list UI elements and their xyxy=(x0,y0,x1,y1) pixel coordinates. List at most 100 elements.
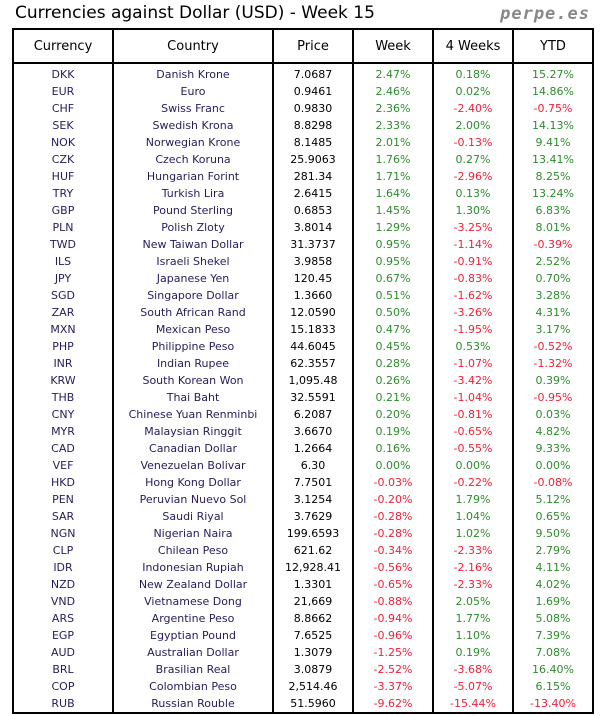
currency-code: NGN xyxy=(12,525,114,542)
table-row: SAR Saudi Riyal 3.7629 -0.28% 1.04% 0.65% xyxy=(12,508,594,525)
four-week-change: 0.53% xyxy=(432,338,514,355)
ytd-change: 3.17% xyxy=(512,321,594,338)
price: 32.5591 xyxy=(272,389,354,406)
ytd-change: 13.24% xyxy=(512,185,594,202)
price: 0.9461 xyxy=(272,83,354,100)
price: 3.7629 xyxy=(272,508,354,525)
price: 2.6415 xyxy=(272,185,354,202)
ytd-change: -13.40% xyxy=(512,695,594,713)
currency-code: JPY xyxy=(12,270,114,287)
four-week-change: -3.25% xyxy=(432,219,514,236)
week-change: 2.46% xyxy=(352,83,434,100)
table-row: JPY Japanese Yen 120.45 0.67% -0.83% 0.70% xyxy=(12,270,594,287)
country-name: Polish Zloty xyxy=(112,219,274,236)
price: 1.3079 xyxy=(272,644,354,661)
country-name: Thai Baht xyxy=(112,389,274,406)
four-week-change: 0.19% xyxy=(432,644,514,661)
ytd-change: 9.50% xyxy=(512,525,594,542)
week-change: 2.47% xyxy=(352,63,434,83)
four-week-change: -3.42% xyxy=(432,372,514,389)
currency-code: EGP xyxy=(12,627,114,644)
price: 120.45 xyxy=(272,270,354,287)
four-week-change: -0.65% xyxy=(432,423,514,440)
table-row: VND Vietnamese Dong 21,669 -0.88% 2.05% 1.69% xyxy=(12,593,594,610)
currency-code: THB xyxy=(12,389,114,406)
currency-code: IDR xyxy=(12,559,114,576)
week-change: 0.95% xyxy=(352,253,434,270)
four-week-change: 1.04% xyxy=(432,508,514,525)
price: 25.9063 xyxy=(272,151,354,168)
week-change: 2.01% xyxy=(352,134,434,151)
ytd-change: -1.32% xyxy=(512,355,594,372)
price: 12.0590 xyxy=(272,304,354,321)
week-change: -3.37% xyxy=(352,678,434,695)
currency-code: GBP xyxy=(12,202,114,219)
currency-code: HKD xyxy=(12,474,114,491)
price: 8.8298 xyxy=(272,117,354,134)
table-row: NOK Norwegian Krone 8.1485 2.01% -0.13% 9.41% xyxy=(12,134,594,151)
table-row: SGD Singapore Dollar 1.3660 0.51% -1.62% 3.28… xyxy=(12,287,594,304)
week-change: -0.28% xyxy=(352,508,434,525)
ytd-change: 6.15% xyxy=(512,678,594,695)
table-row: HKD Hong Kong Dollar 7.7501 -0.03% -0.22% -0.… xyxy=(12,474,594,491)
week-change: 1.29% xyxy=(352,219,434,236)
header-4weeks: 4 Weeks xyxy=(432,28,514,64)
country-name: Euro xyxy=(112,83,274,100)
table-row: INR Indian Rupee 62.3557 0.28% -1.07% -1.32% xyxy=(12,355,594,372)
currency-code: CNY xyxy=(12,406,114,423)
price: 1.3301 xyxy=(272,576,354,593)
country-name: Swedish Krona xyxy=(112,117,274,134)
price: 3.8014 xyxy=(272,219,354,236)
four-week-change: -5.07% xyxy=(432,678,514,695)
four-week-change: -2.40% xyxy=(432,100,514,117)
country-name: Vietnamese Dong xyxy=(112,593,274,610)
country-name: Venezuelan Bolivar xyxy=(112,457,274,474)
week-change: 1.64% xyxy=(352,185,434,202)
four-week-change: -0.55% xyxy=(432,440,514,457)
currency-table: Currency Country Price Week 4 Weeks YTD DKK Da… xyxy=(12,28,594,714)
table-body: DKK Danish Krone 7.0687 2.47% 0.18% 15.27% EUR… xyxy=(12,63,594,713)
currency-code: PLN xyxy=(12,219,114,236)
ytd-change: 0.70% xyxy=(512,270,594,287)
country-name: Pound Sterling xyxy=(112,202,274,219)
table-row: DKK Danish Krone 7.0687 2.47% 0.18% 15.27% xyxy=(12,63,594,83)
country-name: Chilean Peso xyxy=(112,542,274,559)
four-week-change: 0.02% xyxy=(432,83,514,100)
currency-code: ZAR xyxy=(12,304,114,321)
price: 8.1485 xyxy=(272,134,354,151)
four-week-change: 0.27% xyxy=(432,151,514,168)
table-row: ILS Israeli Shekel 3.9858 0.95% -0.91% 2.52% xyxy=(12,253,594,270)
brand-logo: perpe.es xyxy=(500,4,590,24)
price: 8.8662 xyxy=(272,610,354,627)
ytd-change: 4.11% xyxy=(512,559,594,576)
ytd-change: 0.03% xyxy=(512,406,594,423)
currency-code: NOK xyxy=(12,134,114,151)
price: 0.6853 xyxy=(272,202,354,219)
country-name: Mexican Peso xyxy=(112,321,274,338)
country-name: Canadian Dollar xyxy=(112,440,274,457)
country-name: Indonesian Rupiah xyxy=(112,559,274,576)
currency-code: PHP xyxy=(12,338,114,355)
country-name: South African Rand xyxy=(112,304,274,321)
price: 51.5960 xyxy=(272,695,354,713)
country-name: Norwegian Krone xyxy=(112,134,274,151)
week-change: -0.94% xyxy=(352,610,434,627)
week-change: 2.33% xyxy=(352,117,434,134)
four-week-change: 0.00% xyxy=(432,457,514,474)
ytd-change: 9.41% xyxy=(512,134,594,151)
table-row: EUR Euro 0.9461 2.46% 0.02% 14.86% xyxy=(12,83,594,100)
table-row: IDR Indonesian Rupiah 12,928.41 -0.56% -2.16… xyxy=(12,559,594,576)
four-week-change: -0.13% xyxy=(432,134,514,151)
week-change: -0.96% xyxy=(352,627,434,644)
ytd-change: 5.08% xyxy=(512,610,594,627)
week-change: 0.50% xyxy=(352,304,434,321)
currency-code: CZK xyxy=(12,151,114,168)
four-week-change: -0.91% xyxy=(432,253,514,270)
table-row: CAD Canadian Dollar 1.2664 0.16% -0.55% 9.33% xyxy=(12,440,594,457)
ytd-change: 4.82% xyxy=(512,423,594,440)
price: 7.0687 xyxy=(272,63,354,83)
four-week-change: -15.44% xyxy=(432,695,514,713)
four-week-change: -1.07% xyxy=(432,355,514,372)
table-row: PHP Philippine Peso 44.6045 0.45% 0.53% -0.52… xyxy=(12,338,594,355)
week-change: 1.71% xyxy=(352,168,434,185)
